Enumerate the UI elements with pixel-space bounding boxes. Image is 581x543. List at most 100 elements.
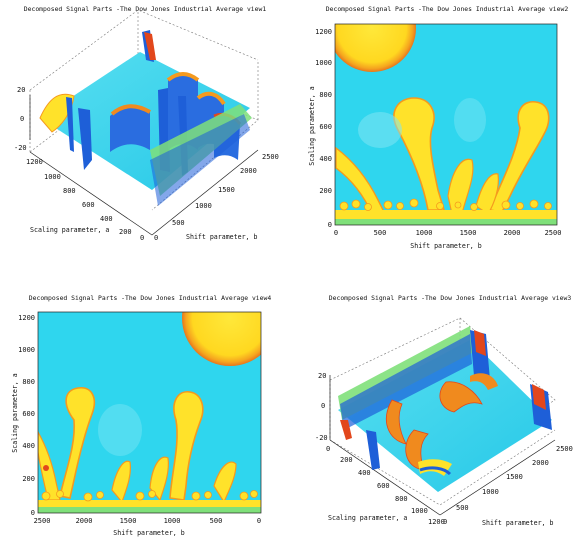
heatmap-field [38, 312, 261, 513]
x-axis-label: Shift parameter, b [410, 242, 481, 250]
z-tick-label: -20 [14, 144, 27, 152]
y-axis-label: Scaling parameter, a [328, 514, 407, 522]
y-ticks: 1200 1000 800 600 400 200 0 [18, 314, 35, 517]
y-tick-label: 600 [319, 123, 332, 131]
y-ticks: 0 200 400 600 800 1000 1200 [326, 445, 445, 526]
x-axis-label: Shift parameter, b [186, 233, 257, 241]
heatmap-blob [182, 312, 261, 366]
y-tick-label: 1000 [18, 346, 35, 354]
y-tick-label: 0 [328, 221, 332, 229]
heatmap-blob [169, 391, 204, 501]
x-tick-label: 1000 [195, 202, 212, 210]
y-tick-label: 1200 [428, 518, 445, 526]
y-axis-label: Scaling parameter, a [30, 226, 109, 234]
z-ticks: 20 0 -20 [14, 86, 27, 152]
y-tick-label: 1200 [315, 28, 332, 36]
y-tick-label: 1000 [411, 507, 428, 515]
y-axis-line [29, 151, 153, 236]
x-tick-label: 1500 [120, 517, 137, 525]
y-axis-line [329, 439, 441, 516]
x-tick-label: 1000 [482, 488, 499, 496]
x-tick-label: 500 [456, 504, 469, 512]
y-tick-label: 400 [358, 469, 371, 477]
surface-walls [338, 326, 552, 476]
chart-view3: Decomposed Signal Parts -The Dow Jones I… [315, 294, 573, 527]
y-tick-label: 200 [340, 456, 353, 464]
chart-title: Decomposed Signal Parts -The Dow Jones I… [326, 5, 569, 13]
x-tick-label: 500 [210, 517, 223, 525]
z-tick-label: 0 [321, 402, 325, 410]
y-tick-label: 400 [22, 442, 35, 450]
y-tick-label: 600 [82, 201, 95, 209]
x-axis-line [151, 149, 259, 236]
x-ticks: 2500 2000 1500 1000 500 0 [34, 517, 262, 525]
x-tick-label: 500 [172, 219, 185, 227]
heatmap-blob [149, 456, 169, 502]
plot-frame [37, 311, 262, 514]
x-tick-label: 1000 [416, 229, 433, 237]
y-tick-label: 200 [22, 475, 35, 483]
chart-view2: Decomposed Signal Parts -The Dow Jones I… [308, 5, 569, 250]
y-axis-label: Scaling parameter, a [308, 86, 316, 165]
z-tick-label: 0 [20, 115, 24, 123]
heatmap-blob [213, 461, 237, 504]
z-tick-label: -20 [315, 434, 328, 442]
y-tick-label: 800 [63, 187, 76, 195]
chart-title: Decomposed Signal Parts -The Dow Jones I… [24, 5, 267, 13]
x-tick-label: 500 [374, 229, 387, 237]
x-tick-label: 0 [257, 517, 261, 525]
x-tick-label: 2000 [504, 229, 521, 237]
y-tick-label: 200 [119, 228, 132, 236]
x-tick-label: 1500 [460, 229, 477, 237]
heatmap-blob [447, 158, 474, 215]
x-tick-label: 1500 [506, 473, 523, 481]
y-tick-label: 600 [22, 410, 35, 418]
y-tick-label: 800 [319, 91, 332, 99]
heatmap-fingers [41, 490, 258, 502]
y-tick-label: 600 [377, 482, 390, 490]
chart-title: Decomposed Signal Parts -The Dow Jones I… [29, 294, 272, 302]
x-axis-label: Shift parameter, b [482, 519, 553, 527]
x-tick-label: 1000 [164, 517, 181, 525]
chart-title: Decomposed Signal Parts -The Dow Jones I… [329, 294, 572, 302]
x-tick-label: 2000 [532, 459, 549, 467]
y-tick-label: 0 [140, 234, 144, 242]
x-axis-line [439, 439, 556, 516]
y-ticks: 1200 1000 800 600 400 200 0 [26, 158, 144, 242]
x-tick-label: 0 [154, 234, 158, 242]
x-tick-label: 0 [334, 229, 338, 237]
heatmap-blob [393, 97, 446, 211]
z-ticks: 20 0 -20 [315, 372, 328, 442]
y-tick-label: 1000 [44, 173, 61, 181]
heatmap-blob [475, 173, 499, 215]
x-ticks: 0 500 1000 1500 2000 2500 [443, 445, 573, 526]
y-tick-label: 0 [31, 509, 35, 517]
chart-view1: Decomposed Signal Parts -The Dow Jones I… [14, 5, 279, 242]
x-tick-label: 2500 [262, 153, 279, 161]
surface-floor [338, 340, 552, 492]
x-ticks: 0 500 1000 1500 2000 2500 [154, 153, 279, 242]
heatmap-blob [59, 387, 96, 499]
y-tick-label: 800 [22, 378, 35, 386]
x-ticks: 0 500 1000 1500 2000 2500 [334, 229, 562, 237]
y-tick-label: 0 [326, 445, 330, 453]
z-tick-label: 20 [17, 86, 25, 94]
heatmap-blob [111, 460, 131, 504]
x-axis-label: Shift parameter, b [113, 529, 184, 537]
y-axis-label: Scaling parameter, a [11, 373, 19, 452]
heatmap-blob [335, 24, 416, 72]
y-tick-label: 400 [319, 155, 332, 163]
y-ticks: 1200 1000 800 600 400 200 0 [315, 28, 332, 229]
heatmap-fingers [339, 198, 552, 211]
x-tick-label: 0 [443, 518, 447, 526]
surface-walls [66, 30, 252, 206]
x-tick-label: 2000 [76, 517, 93, 525]
y-tick-label: 1200 [18, 314, 35, 322]
y-tick-label: 400 [100, 215, 113, 223]
y-tick-label: 1200 [26, 158, 43, 166]
plot-frame [334, 23, 558, 226]
surface-lobe [39, 93, 75, 133]
y-tick-label: 200 [319, 187, 332, 195]
x-tick-label: 2500 [34, 517, 51, 525]
